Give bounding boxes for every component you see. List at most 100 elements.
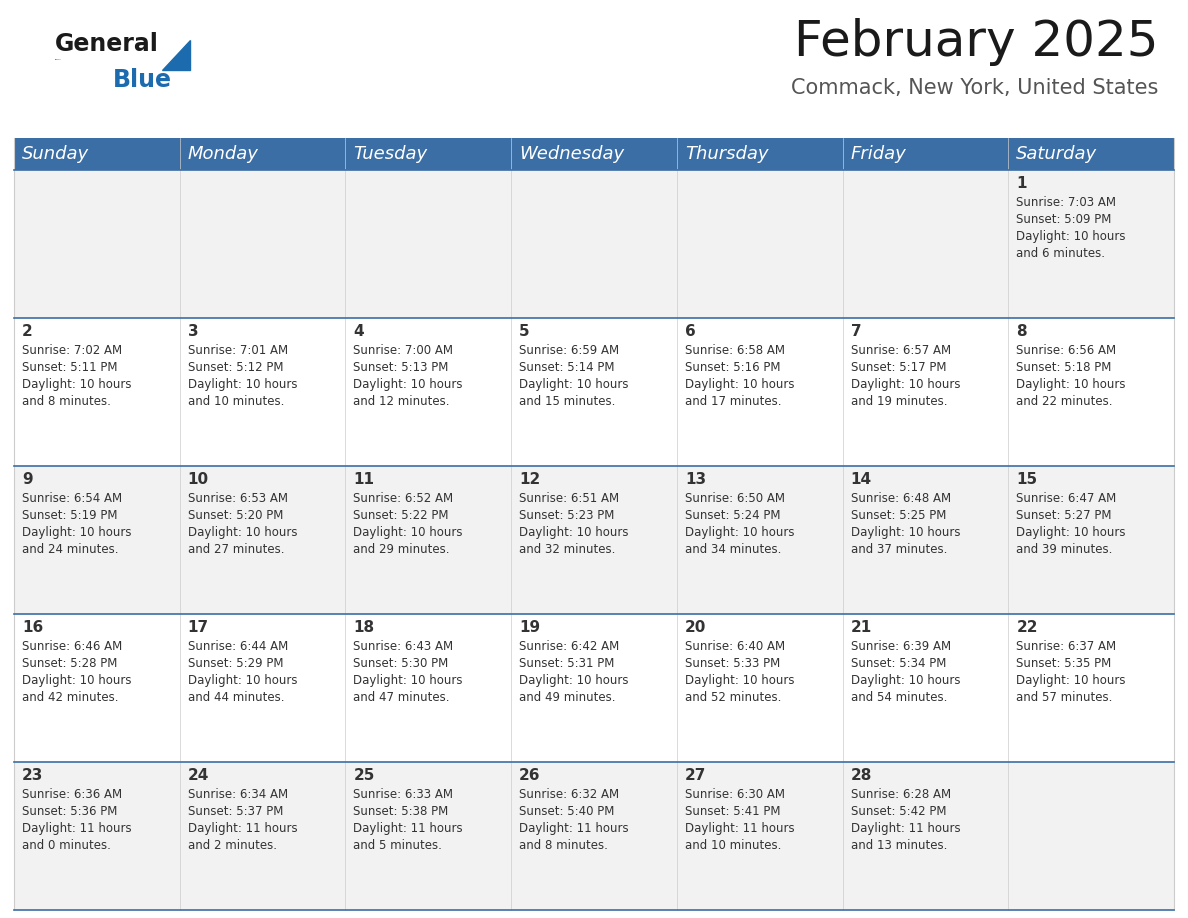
Text: and 6 minutes.: and 6 minutes. (1016, 247, 1105, 260)
Text: Daylight: 10 hours: Daylight: 10 hours (353, 674, 463, 687)
Text: Sunrise: 6:40 AM: Sunrise: 6:40 AM (684, 640, 785, 653)
Bar (677, 170, 842, 318)
Text: #1a1a1a: #1a1a1a (55, 59, 62, 60)
Text: Daylight: 11 hours: Daylight: 11 hours (519, 822, 628, 835)
Text: and 47 minutes.: and 47 minutes. (353, 691, 450, 704)
Text: 9: 9 (23, 472, 32, 487)
Text: Sunrise: 7:03 AM: Sunrise: 7:03 AM (1016, 196, 1117, 209)
Text: Sunset: 5:35 PM: Sunset: 5:35 PM (1016, 657, 1112, 670)
Text: Daylight: 11 hours: Daylight: 11 hours (353, 822, 463, 835)
Text: Sunset: 5:38 PM: Sunset: 5:38 PM (353, 805, 449, 818)
Text: Daylight: 10 hours: Daylight: 10 hours (851, 378, 960, 391)
Bar (14, 138, 179, 170)
Text: and 8 minutes.: and 8 minutes. (519, 839, 608, 852)
Text: 5: 5 (519, 324, 530, 339)
Bar (842, 466, 1009, 614)
Text: and 8 minutes.: and 8 minutes. (23, 395, 110, 408)
Text: and 10 minutes.: and 10 minutes. (188, 395, 284, 408)
Text: Sunset: 5:29 PM: Sunset: 5:29 PM (188, 657, 283, 670)
Bar (346, 614, 511, 762)
Text: 20: 20 (684, 620, 706, 635)
Text: Sunrise: 6:37 AM: Sunrise: 6:37 AM (1016, 640, 1117, 653)
Text: Daylight: 10 hours: Daylight: 10 hours (684, 378, 795, 391)
Text: Sunrise: 6:44 AM: Sunrise: 6:44 AM (188, 640, 287, 653)
Text: Daylight: 10 hours: Daylight: 10 hours (684, 674, 795, 687)
Text: Sunrise: 6:30 AM: Sunrise: 6:30 AM (684, 788, 785, 801)
Bar (179, 762, 346, 910)
Bar (14, 466, 179, 614)
Text: Daylight: 11 hours: Daylight: 11 hours (188, 822, 297, 835)
Text: Sunset: 5:31 PM: Sunset: 5:31 PM (519, 657, 614, 670)
Text: Sunset: 5:11 PM: Sunset: 5:11 PM (23, 361, 118, 374)
Text: Sunrise: 6:57 AM: Sunrise: 6:57 AM (851, 344, 950, 357)
Bar (511, 170, 677, 318)
Text: Sunset: 5:09 PM: Sunset: 5:09 PM (1016, 213, 1112, 226)
Bar (1009, 466, 1174, 614)
Text: Sunrise: 6:50 AM: Sunrise: 6:50 AM (684, 492, 785, 505)
Text: Sunrise: 6:56 AM: Sunrise: 6:56 AM (1016, 344, 1117, 357)
Text: Sunrise: 6:28 AM: Sunrise: 6:28 AM (851, 788, 950, 801)
Text: Commack, New York, United States: Commack, New York, United States (791, 78, 1158, 98)
Text: Daylight: 10 hours: Daylight: 10 hours (851, 526, 960, 539)
Text: 7: 7 (851, 324, 861, 339)
Text: Sunset: 5:37 PM: Sunset: 5:37 PM (188, 805, 283, 818)
Text: Sunset: 5:12 PM: Sunset: 5:12 PM (188, 361, 283, 374)
Bar (842, 762, 1009, 910)
Text: Daylight: 11 hours: Daylight: 11 hours (684, 822, 795, 835)
Bar (511, 466, 677, 614)
Text: Sunrise: 6:34 AM: Sunrise: 6:34 AM (188, 788, 287, 801)
Text: 14: 14 (851, 472, 872, 487)
Text: and 54 minutes.: and 54 minutes. (851, 691, 947, 704)
Bar (842, 318, 1009, 466)
Bar (179, 318, 346, 466)
Text: Sunrise: 6:42 AM: Sunrise: 6:42 AM (519, 640, 619, 653)
Bar (346, 170, 511, 318)
Text: Sunset: 5:34 PM: Sunset: 5:34 PM (851, 657, 946, 670)
Text: and 13 minutes.: and 13 minutes. (851, 839, 947, 852)
Text: Friday: Friday (851, 145, 906, 163)
Text: Saturday: Saturday (1016, 145, 1098, 163)
Text: Sunrise: 6:58 AM: Sunrise: 6:58 AM (684, 344, 785, 357)
Text: 8: 8 (1016, 324, 1026, 339)
Text: Sunrise: 6:53 AM: Sunrise: 6:53 AM (188, 492, 287, 505)
Text: and 22 minutes.: and 22 minutes. (1016, 395, 1113, 408)
Text: Sunset: 5:36 PM: Sunset: 5:36 PM (23, 805, 118, 818)
Text: and 27 minutes.: and 27 minutes. (188, 543, 284, 556)
Text: Wednesday: Wednesday (519, 145, 624, 163)
Bar (14, 318, 179, 466)
Text: 21: 21 (851, 620, 872, 635)
Text: Sunset: 5:23 PM: Sunset: 5:23 PM (519, 509, 614, 522)
Text: Sunset: 5:17 PM: Sunset: 5:17 PM (851, 361, 946, 374)
Text: Sunday: Sunday (23, 145, 89, 163)
Text: Daylight: 10 hours: Daylight: 10 hours (519, 674, 628, 687)
Bar (511, 138, 677, 170)
Bar (842, 138, 1009, 170)
Text: and 17 minutes.: and 17 minutes. (684, 395, 782, 408)
Text: Sunset: 5:14 PM: Sunset: 5:14 PM (519, 361, 614, 374)
Bar (1009, 762, 1174, 910)
Text: and 24 minutes.: and 24 minutes. (23, 543, 119, 556)
Text: Sunset: 5:16 PM: Sunset: 5:16 PM (684, 361, 781, 374)
Text: and 44 minutes.: and 44 minutes. (188, 691, 284, 704)
Text: 2: 2 (23, 324, 33, 339)
Text: Sunset: 5:41 PM: Sunset: 5:41 PM (684, 805, 781, 818)
Text: and 15 minutes.: and 15 minutes. (519, 395, 615, 408)
Text: and 0 minutes.: and 0 minutes. (23, 839, 110, 852)
Text: Sunset: 5:28 PM: Sunset: 5:28 PM (23, 657, 118, 670)
Text: Daylight: 10 hours: Daylight: 10 hours (353, 378, 463, 391)
Text: Daylight: 10 hours: Daylight: 10 hours (188, 378, 297, 391)
Text: and 34 minutes.: and 34 minutes. (684, 543, 782, 556)
Text: and 12 minutes.: and 12 minutes. (353, 395, 450, 408)
Polygon shape (162, 40, 190, 70)
Text: Sunset: 5:30 PM: Sunset: 5:30 PM (353, 657, 449, 670)
Text: 11: 11 (353, 472, 374, 487)
Text: Sunrise: 6:54 AM: Sunrise: 6:54 AM (23, 492, 122, 505)
Bar (14, 170, 179, 318)
Text: February 2025: February 2025 (794, 18, 1158, 66)
Bar (179, 138, 346, 170)
Text: 26: 26 (519, 768, 541, 783)
Text: Daylight: 10 hours: Daylight: 10 hours (23, 674, 132, 687)
Text: 10: 10 (188, 472, 209, 487)
Text: 23: 23 (23, 768, 44, 783)
Bar (677, 318, 842, 466)
